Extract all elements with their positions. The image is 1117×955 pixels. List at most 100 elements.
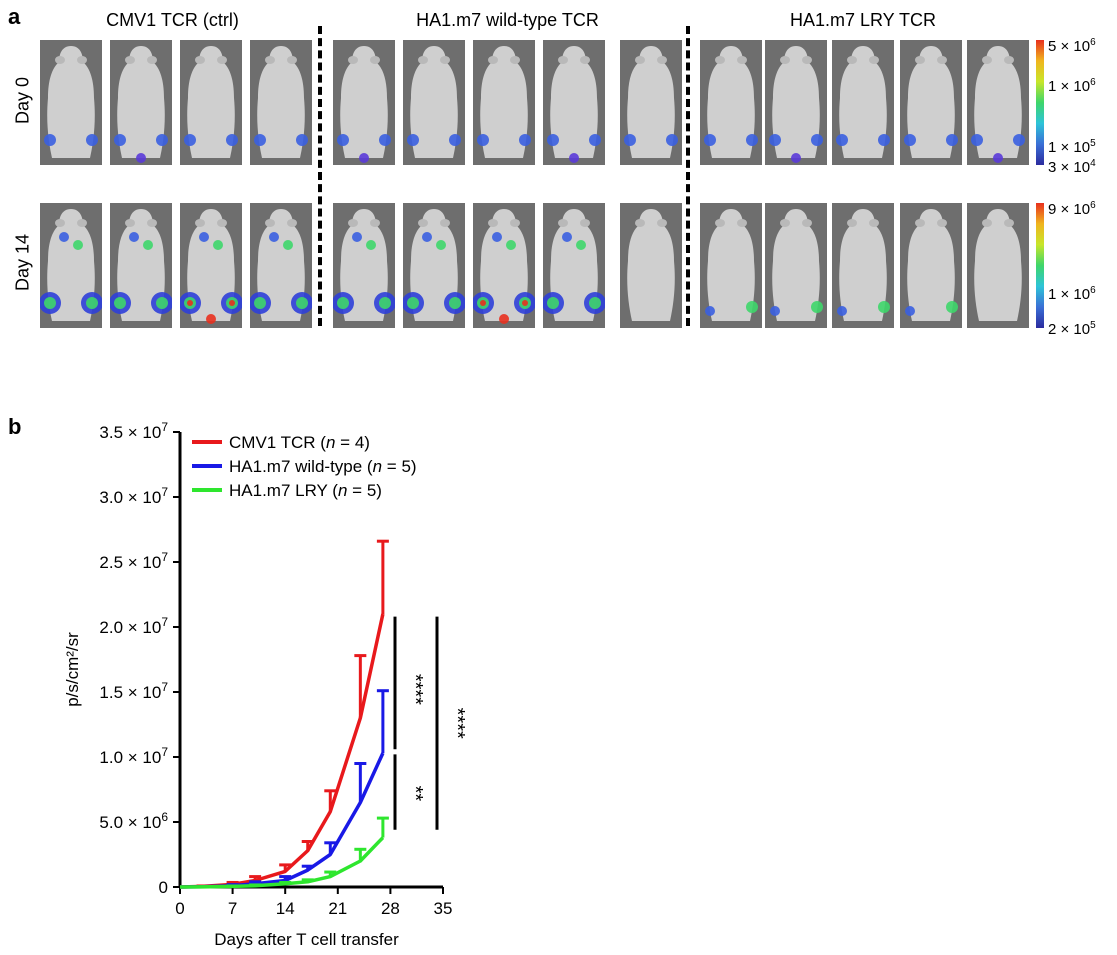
luminescence-signal <box>791 153 801 163</box>
mouse-image <box>900 203 962 328</box>
luminescence-signal <box>576 240 586 250</box>
mouse-body <box>974 209 1022 321</box>
luminescence-signal <box>519 134 531 146</box>
luminescence-signal <box>666 134 678 146</box>
luminescence-signal <box>878 134 890 146</box>
luminescence-signal <box>569 153 579 163</box>
luminescence-signal <box>1013 134 1025 146</box>
x-tick-label: 28 <box>381 899 400 918</box>
mouse-body <box>839 46 887 158</box>
luminescence-signal <box>379 297 391 309</box>
mouse-body <box>410 46 458 158</box>
luminescence-signal <box>143 240 153 250</box>
mouse-image <box>765 203 827 328</box>
mouse-body <box>550 46 598 158</box>
mouse-body <box>772 46 820 158</box>
group-divider-1 <box>318 26 322 326</box>
mouse-image <box>620 203 682 328</box>
luminescence-signal <box>993 153 1003 163</box>
mouse-image <box>967 203 1029 328</box>
x-axis-label: Days after T cell transfer <box>214 930 399 949</box>
luminescence-signal <box>379 134 391 146</box>
luminescence-signal <box>904 134 916 146</box>
mouse-body <box>480 46 528 158</box>
luminescence-signal <box>589 134 601 146</box>
luminescence-signal <box>213 240 223 250</box>
luminescence-signal <box>296 297 308 309</box>
y-tick-label: 2.0 × 107 <box>99 615 168 637</box>
luminescence-signal <box>337 297 349 309</box>
colorbar-day0-tick-3: 1 × 105 <box>1048 138 1096 156</box>
luminescence-signal <box>589 297 601 309</box>
mouse-image <box>543 40 605 165</box>
x-tick-label: 21 <box>328 899 347 918</box>
mouse-image <box>403 203 465 328</box>
luminescence-signal <box>44 297 56 309</box>
mouse-image <box>832 40 894 165</box>
luminescence-signal <box>283 240 293 250</box>
mouse-body <box>187 46 235 158</box>
mouse-image <box>900 40 962 165</box>
series-line <box>179 613 385 889</box>
luminescence-signal <box>562 232 572 242</box>
panel-a-letter: a <box>8 4 21 29</box>
mouse-image <box>473 203 535 328</box>
luminescence-signal <box>946 134 958 146</box>
luminescence-signal <box>199 232 209 242</box>
mouse-image <box>700 40 762 165</box>
y-tick-label: 1.5 × 107 <box>99 680 168 702</box>
group-title-cmv1: CMV1 TCR (ctrl) <box>106 10 239 30</box>
mouse-image <box>543 203 605 328</box>
luminescence-signal <box>114 134 126 146</box>
luminescence-signal <box>156 134 168 146</box>
mouse-body <box>627 209 675 321</box>
mouse-image <box>40 203 102 328</box>
mouse-image <box>110 203 172 328</box>
mouse-image <box>110 40 172 165</box>
mouse-image <box>403 40 465 165</box>
mouse-image <box>765 40 827 165</box>
y-tick-label: 0 <box>159 878 168 897</box>
luminescence-signal <box>499 314 509 324</box>
luminescence-signal <box>422 232 432 242</box>
colorbar-day0 <box>1036 40 1044 165</box>
luminescence-signal <box>254 134 266 146</box>
luminescence-signal <box>770 306 780 316</box>
significance-label: **** <box>446 708 468 739</box>
colorbar-day0-tick-4: 3 × 104 <box>1048 158 1096 176</box>
luminescence-signal <box>547 297 559 309</box>
colorbar-day14-tick-2: 1 × 106 <box>1048 285 1096 303</box>
luminescence-signal <box>477 134 489 146</box>
luminescence-signal <box>73 240 83 250</box>
row-label-day0: Day 0 <box>12 76 33 125</box>
mouse-body <box>257 46 305 158</box>
mouse-image <box>180 40 242 165</box>
luminescence-signal <box>905 306 915 316</box>
mouse-body <box>340 46 388 158</box>
mouse-image <box>250 40 312 165</box>
luminescence-signal <box>136 153 146 163</box>
legend-label: HA1.m7 wild-type (n = 5) <box>229 457 417 476</box>
luminescence-signal <box>359 153 369 163</box>
mouse-image <box>250 203 312 328</box>
mouse-body <box>627 46 675 158</box>
luminescence-signal <box>187 300 193 306</box>
luminescence-signal <box>480 300 486 306</box>
legend-label: CMV1 TCR (n = 4) <box>229 433 370 452</box>
mouse-image <box>832 203 894 328</box>
luminescence-signal <box>114 297 126 309</box>
luminescence-signal <box>436 240 446 250</box>
colorbar-day0-tick-1: 5 × 106 <box>1048 37 1096 55</box>
luminescence-signal <box>229 300 235 306</box>
group-title-ha1-lry: HA1.m7 LRY TCR <box>789 10 937 30</box>
luminescence-signal <box>878 301 890 313</box>
y-tick-label: 3.0 × 107 <box>99 485 168 507</box>
colorbar-day14 <box>1036 203 1044 328</box>
mouse-image <box>333 40 395 165</box>
mouse-body <box>907 209 955 321</box>
luminescence-signal <box>337 134 349 146</box>
luminescence-signal <box>407 297 419 309</box>
mouse-image <box>700 203 762 328</box>
luminescence-signal <box>971 134 983 146</box>
luminescence-signal <box>366 240 376 250</box>
